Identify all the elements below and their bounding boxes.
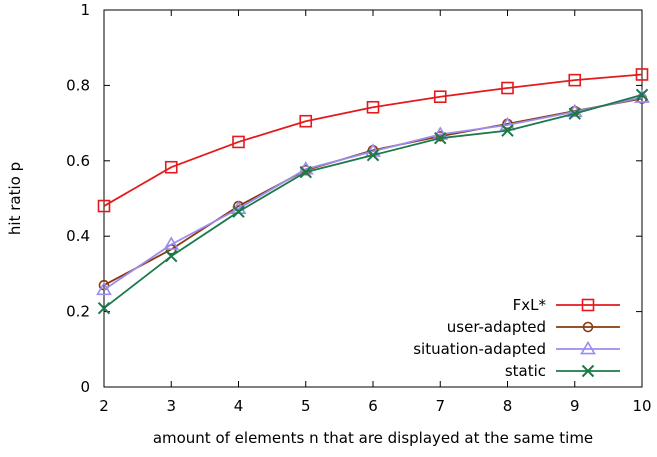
series-layer [96,68,650,315]
y-tick-label: 0.6 [66,152,90,170]
marker-x-stroke [366,148,380,162]
data-point [299,114,313,128]
x-tick-label: 3 [166,397,176,415]
legend-marker [580,340,596,355]
marker-x-stroke [299,165,312,179]
legend-marker [582,321,594,333]
plot-frame [103,9,643,388]
data-point [434,131,447,145]
legend-label: FxL* [513,296,547,314]
data-point [97,199,111,213]
series-line [103,73,643,207]
series-line [103,96,643,291]
data-point [635,88,649,102]
series-line [103,93,643,309]
y-tick-label: 0.2 [66,303,90,321]
data-point [635,68,649,81]
legend: FxL* user-adapted situation-adapted static [413,296,620,380]
y-tick-label: 0.4 [66,227,90,245]
legend-marker [581,298,595,312]
marker-x-stroke [501,124,514,137]
data-point [366,148,380,162]
data-point [232,205,245,218]
y-axis-label: hit ratio p [6,162,24,235]
data-point [164,160,178,174]
y-tick-label: 0 [80,378,90,396]
x-tick-label: 10 [632,397,651,415]
legend-entry: FxL* [513,296,620,314]
data-point [96,281,112,296]
series-static [97,88,649,315]
series-line [103,97,643,287]
data-point [165,249,178,263]
x-tick-label: 5 [301,397,311,415]
data-point [501,124,514,137]
marker-x-stroke [434,131,447,145]
legend-label: user-adapted [447,318,546,336]
marker-x-stroke [165,249,178,263]
legend-marker [581,364,595,378]
series-situation-adapted [96,89,650,296]
data-point [97,301,111,315]
x-tick-label: 4 [234,397,244,415]
data-point [568,73,582,87]
marker-x-stroke [581,364,595,378]
x-axis-label: amount of elements n that are displayed … [153,429,593,447]
y-tick-label: 0.8 [66,76,90,94]
data-point [366,100,380,114]
legend-label: static [505,362,546,380]
x-tick-label: 8 [503,397,513,415]
x-tick-label: 6 [368,397,378,415]
data-point [232,135,245,149]
legend-label: situation-adapted [413,340,546,358]
data-point [299,165,312,179]
marker-x-stroke [232,205,245,218]
data-point [163,236,180,250]
series-user-adapted [98,93,648,291]
data-point [433,90,447,104]
axes-frame [103,9,643,388]
x-tick-label: 9 [570,397,580,415]
data-point [501,81,514,95]
axis-ticks: 2 3 4 5 6 7 8 9 10 0 0.2 0.4 0.6 0.8 1 [66,1,651,415]
marker-x-stroke [635,88,649,102]
marker-x-stroke [97,301,111,315]
legend-entry: user-adapted [447,318,620,336]
legend-entry: static [505,362,620,380]
data-point [568,107,581,120]
series-fxl [97,68,649,213]
legend-entry: situation-adapted [413,340,620,358]
x-tick-label: 7 [435,397,445,415]
y-tick-label: 1 [80,1,90,19]
x-tick-label: 2 [99,397,109,415]
marker-x-stroke [568,107,581,120]
